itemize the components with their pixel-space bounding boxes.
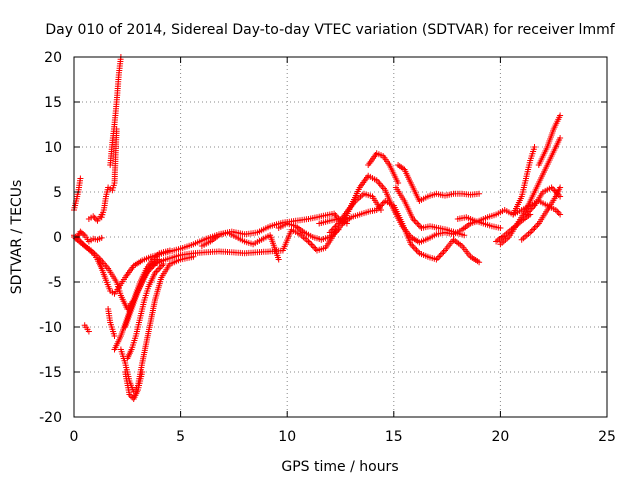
series-track-o [275, 220, 342, 243]
series-track-z [523, 184, 564, 218]
series-track-q [365, 150, 402, 186]
y-tick-label: 20 [44, 50, 62, 66]
series-track-l [98, 126, 120, 221]
y-tick-label: 5 [53, 185, 62, 201]
y-tick-label: -5 [48, 275, 62, 291]
data-points-track-r [395, 162, 483, 204]
series-track-v [497, 135, 564, 248]
x-axis-label: GPS time / hours [281, 459, 398, 475]
series-track-w [510, 144, 538, 218]
y-tick-label: 15 [44, 95, 62, 111]
data-points-track-i [105, 306, 118, 339]
y-tick-label: -10 [39, 320, 62, 336]
series-track-x [535, 112, 564, 168]
series-track-s [392, 184, 468, 239]
data-points-track-d [117, 253, 197, 395]
data-points-track-h [122, 369, 146, 402]
data-points-track-a [71, 175, 84, 213]
series-track-ab [316, 216, 350, 227]
data-points-track-j [81, 322, 92, 335]
data-points-track-f [122, 256, 163, 330]
data-points-track-m [107, 54, 124, 168]
data-points-track-v [497, 135, 564, 248]
series-track-d [117, 253, 197, 395]
x-tick-label: 20 [491, 429, 509, 445]
x-tick-label: 15 [385, 429, 403, 445]
data-points-track-w [510, 144, 538, 218]
series-track-f [122, 256, 163, 330]
series-track-aa [198, 229, 282, 263]
data-points-track-o [275, 220, 342, 243]
y-tick-label: -20 [39, 410, 62, 426]
y-tick-label: 0 [53, 230, 62, 246]
data-points-track-t [454, 214, 504, 231]
x-tick-label: 5 [176, 429, 185, 445]
y-axis-label: SDTVAR / TECUs [9, 180, 25, 295]
series-track-r [395, 162, 483, 204]
data-points-track-g [124, 261, 167, 362]
series-track-a [71, 175, 84, 213]
series-track-i [105, 306, 118, 339]
x-tick-label: 10 [278, 429, 296, 445]
data-points-track-aa [198, 229, 282, 263]
y-tick-label: 10 [44, 140, 62, 156]
data-points-track-x [535, 112, 564, 168]
x-tick-label: 0 [70, 429, 79, 445]
data-points-track-ab [316, 216, 350, 227]
series-track-t [454, 214, 504, 231]
data-points-track-n [85, 211, 105, 224]
series-track-h [122, 369, 146, 402]
y-tick-label: -15 [39, 365, 62, 381]
series-track-m [107, 54, 124, 168]
series-track-j [81, 322, 92, 335]
data-points-track-s [392, 184, 468, 239]
series-track-g [124, 261, 167, 362]
data-points-track-l [98, 126, 120, 221]
chart-title: Day 010 of 2014, Sidereal Day-to-day VTE… [45, 22, 615, 38]
data-points-track-q [365, 150, 402, 186]
x-tick-label: 25 [598, 429, 616, 445]
series-track-n [85, 211, 105, 224]
data-points-track-z [523, 184, 564, 218]
